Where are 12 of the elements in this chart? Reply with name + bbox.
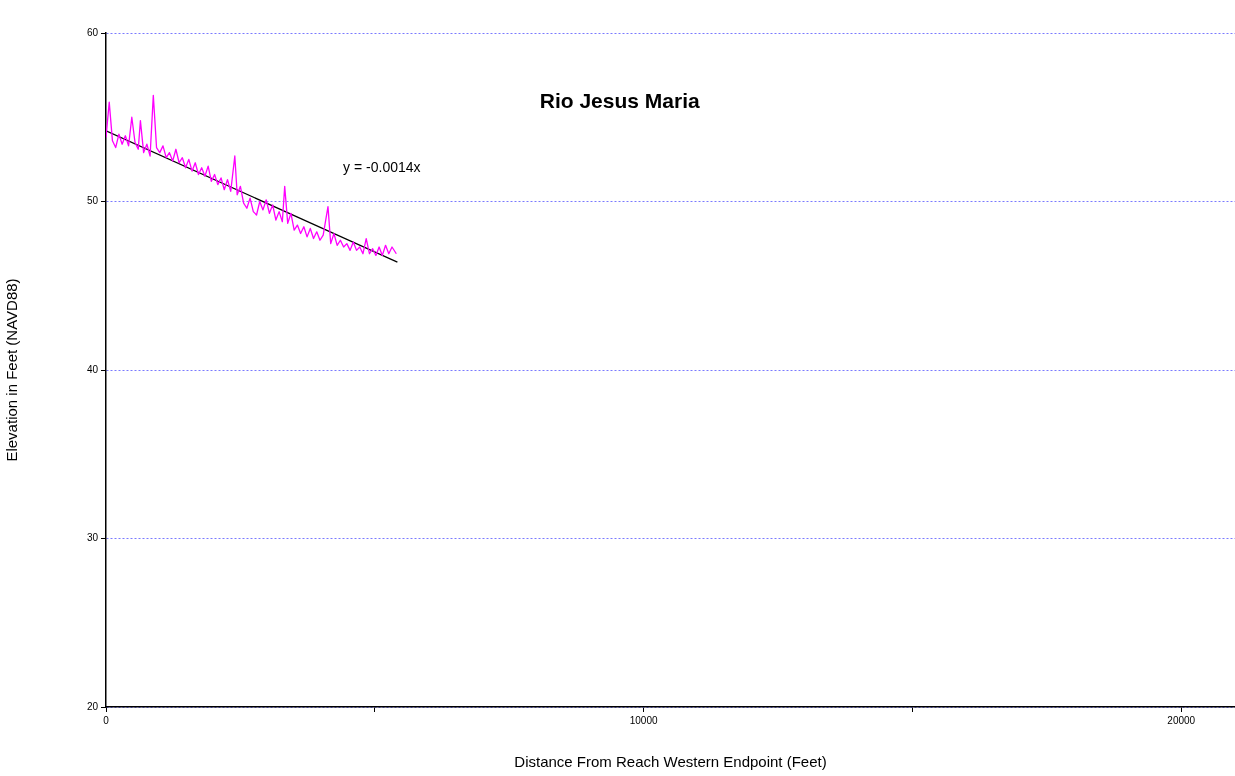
y-tick-label: 30 (86, 532, 99, 544)
x-tick-label: 20000 (1167, 714, 1196, 726)
x-tick-label: 10000 (629, 714, 658, 726)
y-tick-label: 20 (86, 700, 99, 712)
y-tick-label: 60 (86, 26, 99, 38)
y-axis-title: Elevation in Feet (NAVD88) (3, 278, 21, 462)
annotation: y = -0.0014x (343, 158, 421, 175)
y-tick-label: 40 (86, 363, 99, 375)
x-tick-label: 0 (103, 714, 110, 726)
text: Rio Jesus Maria (539, 88, 700, 112)
x-axis-title: Distance From Reach Western Endpoint (Feet) (514, 753, 827, 771)
y-tick-label: 50 (86, 195, 99, 207)
